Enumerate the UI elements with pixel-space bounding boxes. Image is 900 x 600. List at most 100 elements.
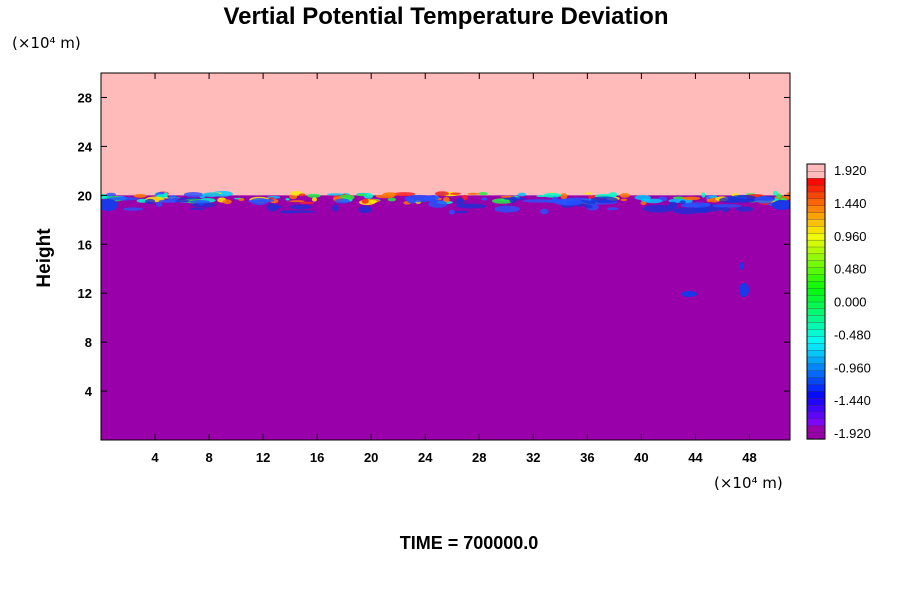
boundary-feature	[735, 206, 754, 212]
boundary-feature	[554, 198, 583, 206]
x-tick-label: 16	[310, 450, 324, 465]
colorbar-tick-label: 1.440	[834, 196, 867, 211]
colorbar-swatch	[806, 218, 826, 227]
boundary-feature	[156, 201, 163, 207]
boundary-feature	[606, 207, 619, 211]
x-tick-label: 32	[526, 450, 540, 465]
boundary-feature	[443, 196, 450, 203]
colorbar-tick-label: -0.960	[834, 360, 871, 375]
boundary-feature	[668, 201, 678, 210]
y-tick-label: 28	[78, 90, 92, 105]
boundary-feature	[427, 194, 439, 202]
colorbar-swatch	[806, 246, 826, 255]
x-tick-label: 12	[256, 450, 270, 465]
eddy-feature	[740, 262, 744, 270]
boundary-feature	[285, 197, 290, 201]
colorbar-tick-label: -1.920	[834, 426, 871, 441]
boundary-feature	[509, 196, 518, 204]
boundary-feature	[290, 204, 312, 210]
colorbar-frame	[806, 163, 826, 440]
boundary-feature	[560, 193, 568, 200]
colorbar: 1.920 1.440 0.960 0.480 0.000 -0.480 -0.960 -1.…	[806, 163, 871, 441]
colorbar-swatch	[806, 404, 826, 413]
boundary-feature	[543, 192, 562, 198]
boundary-feature	[455, 203, 487, 209]
boundary-feature	[644, 198, 663, 204]
boundary-feature	[642, 204, 675, 213]
boundary-feature	[754, 196, 774, 204]
boundary-feature	[404, 194, 435, 203]
colorbar-swatch	[806, 184, 826, 193]
boundary-feature	[680, 204, 701, 208]
boundary-feature	[266, 203, 279, 212]
boundary-feature	[681, 196, 701, 201]
boundary-feature	[307, 193, 321, 198]
colorbar-swatch	[806, 225, 826, 234]
boundary-feature	[358, 205, 372, 214]
boundary-feature	[679, 200, 686, 205]
boundary-feature	[786, 192, 790, 195]
eddy-feature	[739, 283, 749, 297]
colorbar-swatch	[806, 321, 826, 330]
x-tick-label: 4	[151, 450, 159, 465]
y-tick-label: 8	[85, 335, 92, 350]
colorbar-swatch	[806, 383, 826, 392]
y-tick-label: 24	[78, 139, 93, 154]
upper-region	[101, 73, 790, 196]
boundary-feature	[701, 192, 706, 198]
colorbar-swatch	[806, 170, 826, 179]
x-tick-label: 36	[580, 450, 594, 465]
boundary-feature	[289, 200, 305, 203]
boundary-feature	[708, 195, 718, 199]
eddy-feature	[681, 291, 697, 297]
boundary-feature	[163, 192, 168, 198]
boundary-feature	[250, 197, 269, 206]
x-tick-label: 28	[472, 450, 486, 465]
colorbar-swatch	[806, 211, 826, 220]
x-tick-label: 24	[418, 450, 433, 465]
boundary-feature	[382, 192, 397, 197]
x-tick-label: 40	[634, 450, 648, 465]
x-axis: 4 8 12 16 20 24 28 32 36 40 44 48	[151, 73, 757, 465]
boundary-feature	[183, 191, 204, 198]
boundary-feature	[590, 196, 619, 204]
boundary-feature	[634, 195, 651, 201]
boundary-feature	[619, 193, 630, 198]
boundary-feature	[467, 192, 480, 196]
heatmap-area	[101, 73, 790, 440]
boundary-feature	[167, 195, 179, 202]
colorbar-tick-label: -1.440	[834, 393, 871, 408]
colorbar-swatch	[806, 301, 826, 310]
colorbar-swatch	[806, 205, 826, 213]
colorbar-swatch	[806, 253, 826, 261]
boundary-feature	[449, 192, 461, 195]
colorbar-swatch	[806, 177, 826, 186]
colorbar-tick-label: 0.960	[834, 229, 867, 244]
boundary-feature	[393, 192, 416, 197]
y-tick-label: 20	[78, 188, 92, 203]
colorbar-swatch	[806, 239, 826, 248]
colorbar-swatch	[806, 376, 826, 385]
y-tick-label: 16	[78, 237, 92, 252]
colorbar-swatch	[806, 232, 826, 241]
boundary-feature	[672, 207, 702, 215]
colorbar-swatch	[806, 363, 826, 371]
boundary-feature	[356, 193, 367, 197]
chart-title: Vertial Potential Temperature Deviation	[223, 3, 668, 30]
colorbar-swatch	[806, 356, 826, 365]
boundary-feature	[311, 197, 318, 202]
y-axis: 4 8 12 16 20 24 28	[78, 90, 790, 399]
boundary-feature	[454, 210, 469, 214]
y-unit-label: (×10⁴ m)	[12, 34, 81, 52]
y-tick-label: 4	[85, 384, 93, 399]
boundary-feature	[428, 200, 448, 208]
boundary-feature	[448, 209, 456, 215]
colorbar-swatch	[806, 342, 826, 351]
time-label: TIME = 700000.0	[400, 533, 539, 553]
colorbar-swatch	[806, 308, 826, 316]
boundary-feature	[144, 198, 156, 204]
y-axis-label: Height	[34, 228, 55, 288]
colorbar-swatch	[806, 349, 826, 358]
boundary-feature	[133, 193, 147, 198]
eddy-feature	[101, 199, 118, 211]
